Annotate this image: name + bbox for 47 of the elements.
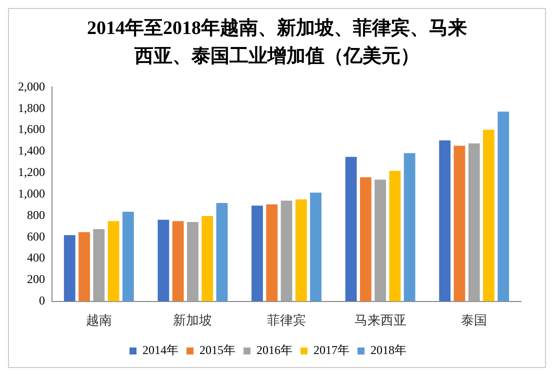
y-tick-label: 600 xyxy=(27,229,45,244)
bar xyxy=(468,143,480,302)
legend-label: 2014年 xyxy=(142,343,178,358)
y-tick-label: 0 xyxy=(39,294,45,308)
y-tick-label: 2,000 xyxy=(18,79,45,94)
bar xyxy=(360,177,372,302)
bar xyxy=(295,199,307,302)
bar xyxy=(186,222,198,302)
y-tick-label: 1,400 xyxy=(18,144,45,158)
bar xyxy=(64,235,76,302)
y-tick-label: 1,200 xyxy=(18,165,45,180)
bar xyxy=(108,221,120,302)
bar xyxy=(172,221,184,302)
bar xyxy=(78,232,90,302)
x-tick-label: 马来西亚 xyxy=(354,312,406,328)
y-tick-label: 800 xyxy=(27,208,45,222)
y-tick-label: 400 xyxy=(27,250,45,265)
bar xyxy=(439,140,451,302)
bar xyxy=(202,216,214,302)
bar xyxy=(280,200,292,302)
bar xyxy=(374,180,386,302)
bar xyxy=(345,156,357,302)
bar xyxy=(158,220,170,302)
y-tick-label: 1,800 xyxy=(18,100,45,115)
legend-label: 2015年 xyxy=(200,343,236,358)
bar xyxy=(93,229,105,302)
bar xyxy=(454,146,466,302)
legend-label: 2018年 xyxy=(370,343,406,358)
bar xyxy=(122,212,134,302)
bar xyxy=(310,192,322,302)
y-tick-label: 200 xyxy=(27,272,45,286)
bar xyxy=(266,204,278,302)
x-tick-label: 越南 xyxy=(86,312,112,328)
bar xyxy=(404,153,416,302)
bar xyxy=(498,112,510,302)
bar xyxy=(216,202,228,302)
chart-title: 2014年至2018年越南、新加坡、菲律宾、马来西亚、泰国工业增加值（亿美元） xyxy=(86,16,468,69)
legend-label: 2017年 xyxy=(314,343,350,358)
x-tick-label: 菲律宾 xyxy=(267,312,306,328)
y-tick-label: 1,600 xyxy=(18,122,45,136)
x-tick-label: 新加坡 xyxy=(173,312,212,328)
y-tick-label: 1,000 xyxy=(18,186,45,200)
bar xyxy=(252,206,263,302)
legend-label: 2016年 xyxy=(256,343,292,358)
bar xyxy=(389,170,401,302)
x-tick-label: 泰国 xyxy=(461,312,488,328)
bar xyxy=(483,130,494,302)
